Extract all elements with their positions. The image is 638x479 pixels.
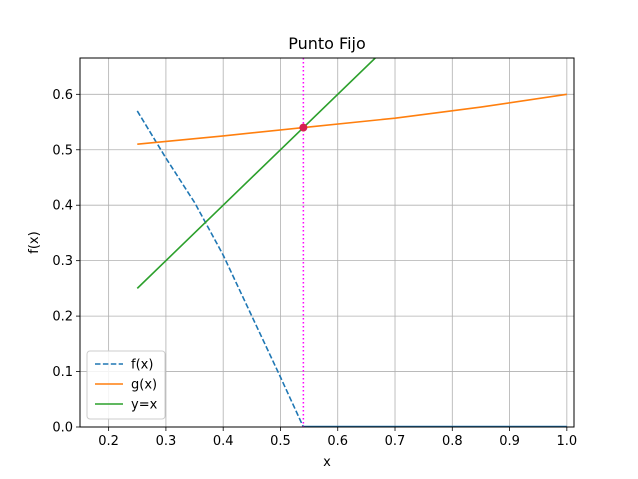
series-line-0	[136, 110, 305, 427]
y-axis-label: f(x)	[27, 231, 42, 253]
legend-label: f(x)	[131, 358, 153, 373]
x-axis-label: x	[323, 455, 331, 470]
x-tick-label: 0.5	[270, 434, 291, 449]
y-tick-label: 0.4	[52, 199, 73, 214]
y-tick-label: 0.2	[52, 310, 73, 325]
legend-box	[86, 350, 166, 420]
x-tick-label: 0.4	[213, 434, 234, 449]
x-tick-label: 1.0	[556, 434, 577, 449]
x-tick-label: 0.8	[442, 434, 463, 449]
axis-ticks: 0.2 0.3 0.4 0.5 0.6 0.7 0.8 0.9 1.0 0.0 0.1 0.2 0.3 0…	[52, 88, 577, 449]
x-tick-label: 0.9	[499, 434, 520, 449]
x-tick-label: 0.6	[327, 434, 348, 449]
series-line-2	[136, 58, 376, 289]
x-tick-label: 0.2	[98, 434, 119, 449]
y-tick-label: 0.1	[52, 365, 73, 380]
y-tick-label: 0.0	[52, 421, 73, 436]
y-tick-label: 0.5	[52, 143, 73, 158]
y-tick-label: 0.3	[52, 254, 73, 269]
chart-title: Punto Fijo	[288, 34, 366, 53]
legend-label: g(x)	[131, 378, 157, 393]
x-tick-label: 0.3	[156, 434, 177, 449]
y-tick-label: 0.6	[52, 88, 73, 103]
legend-label: y=x	[131, 398, 158, 413]
series-line-1	[137, 93, 567, 146]
plot-frame	[79, 57, 575, 428]
fixed-point-marker	[299, 123, 308, 132]
x-tick-label: 0.7	[385, 434, 406, 449]
legend: f(x) g(x) y=x	[86, 350, 166, 420]
